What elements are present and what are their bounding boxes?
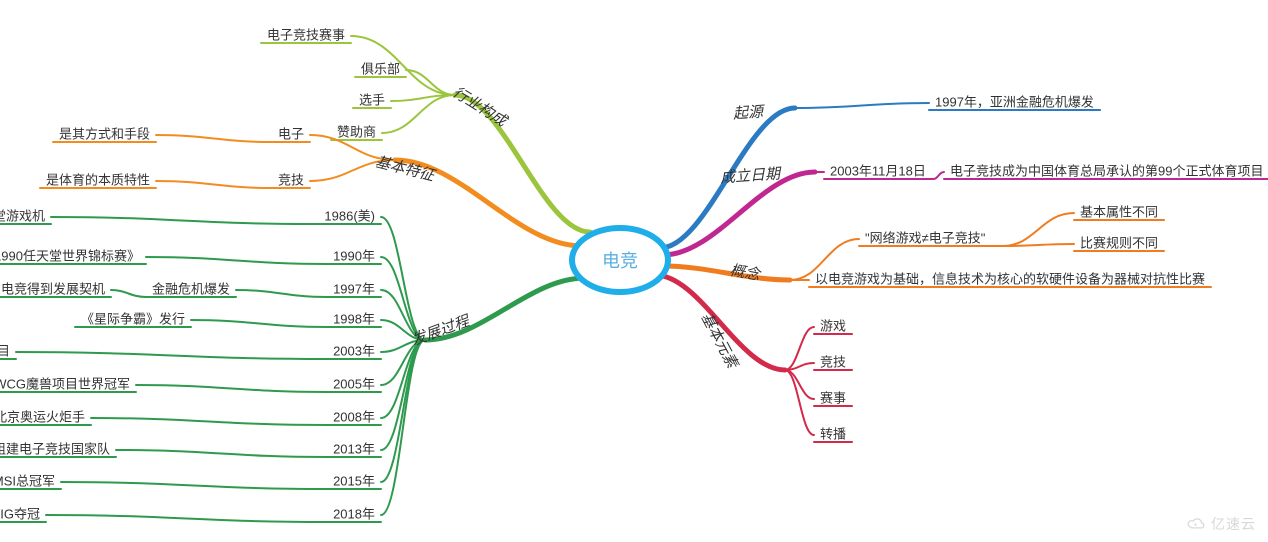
leaf-2013年: 2013年 (333, 439, 375, 458)
leaf-竞技: 竞技 (820, 352, 846, 371)
leaf-1997年: 1997年 (333, 279, 375, 298)
leaf-2018英雄联盟全球总决赛落幕 中国电竞战队IG夺冠: 2018英雄联盟全球总决赛落幕 中国电竞战队IG夺冠 (0, 504, 40, 523)
leaf-电竞得到发展契机: 电竞得到发展契机 (1, 279, 105, 298)
leaf-2005年: 2005年 (333, 374, 375, 393)
leaf-金融危机爆发: 金融危机爆发 (152, 279, 230, 298)
leaf-以电竞游戏为基础，信息技术为核心的软硬件设备为器械对抗性比赛: 以电竞游戏为基础，信息技术为核心的软硬件设备为器械对抗性比赛 (815, 269, 1205, 288)
leaf-竞技: 竞技 (278, 170, 304, 189)
leaf-电子竞技成为中国体育总局承认的第99个正式体育项目: 电子竞技成为中国体育总局承认的第99个正式体育项目 (0, 341, 10, 360)
leaf-开始：电视直播两个孩子间比试玩任天堂游戏机: 开始：电视直播两个孩子间比试玩任天堂游戏机 (0, 206, 45, 225)
leaf-比赛规则不同: 比赛规则不同 (1080, 233, 1158, 252)
leaf-1997年，亚洲金融危机爆发: 1997年，亚洲金融危机爆发 (935, 92, 1094, 111)
leaf-2015年: 2015年 (333, 471, 375, 490)
leaf-体育总局决定组建电子竞技国家队: 体育总局决定组建电子竞技国家队 (0, 439, 110, 458)
leaf-2003年: 2003年 (333, 341, 375, 360)
center-label: 电竞 (602, 247, 638, 273)
leaf-电子: 电子 (278, 124, 304, 143)
leaf-电子竞技成为中国体育总局承认的第99个正式体育项目: 电子竞技成为中国体育总局承认的第99个正式体育项目 (950, 161, 1263, 180)
branch-成立日期: 成立日期 (719, 162, 780, 187)
cloud-icon (1185, 516, 1207, 532)
leaf-俱乐部: 俱乐部 (361, 59, 400, 78)
leaf-是体育的本质特性: 是体育的本质特性 (46, 170, 150, 189)
leaf-2008年: 2008年 (333, 407, 375, 426)
leaf-1990年: 1990年 (333, 246, 375, 265)
leaf-1998年: 1998年 (333, 309, 375, 328)
leaf-中国登顶世界之峰!EDG绝杀SKT夺得MSI总冠军: 中国登顶世界之峰!EDG绝杀SKT夺得MSI总冠军 (0, 471, 55, 490)
center-node: 电竞 (569, 225, 671, 295)
leaf-是其方式和手段: 是其方式和手段 (59, 124, 150, 143)
leaf-赛事: 赛事 (820, 388, 846, 407)
leaf-Sky获得WCG魔兽项目世界冠军: Sky获得WCG魔兽项目世界冠军 (0, 374, 130, 393)
watermark-text: 亿速云 (1211, 514, 1256, 534)
leaf-《星际争霸》发行: 《星际争霸》发行 (81, 309, 185, 328)
leaf-基本属性不同: 基本属性不同 (1080, 202, 1158, 221)
leaf-游戏: 游戏 (820, 316, 846, 335)
branch-起源: 起源 (732, 100, 763, 123)
leaf-电子竞技赛事: 电子竞技赛事 (267, 25, 345, 44)
leaf-赞助商: 赞助商 (337, 122, 376, 141)
leaf-"网络游戏≠电子竞技": "网络游戏≠电子竞技" (865, 228, 985, 247)
leaf-转播: 转播 (820, 424, 846, 443)
watermark: 亿速云 (1185, 514, 1256, 534)
leaf-2018年: 2018年 (333, 504, 375, 523)
leaf-选手: 选手 (359, 90, 385, 109)
leaf-十名电子竞技选手成为北京奥运火炬手: 十名电子竞技选手成为北京奥运火炬手 (0, 407, 85, 426)
leaf-1986(美): 1986(美) (324, 206, 375, 225)
leaf-2003年11月18日: 2003年11月18日 (830, 161, 926, 180)
leaf-《1990任天堂世界锦标赛》: 《1990任天堂世界锦标赛》 (0, 246, 140, 265)
